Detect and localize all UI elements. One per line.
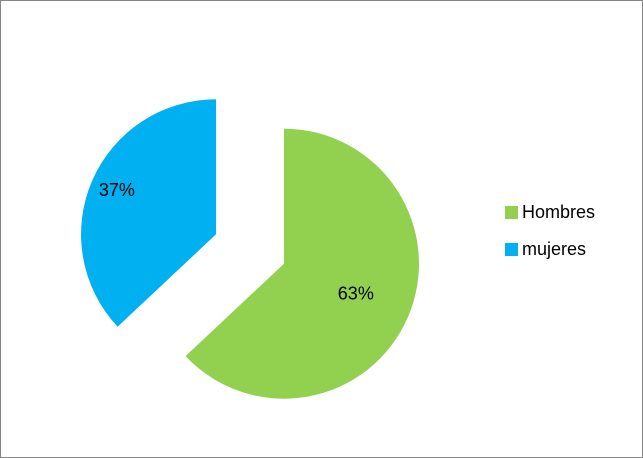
- data-label-hombres: 63%: [338, 284, 374, 304]
- legend-item-mujeres: mujeres: [505, 238, 595, 261]
- legend-item-hombres: Hombres: [505, 201, 595, 224]
- legend-label-mujeres: mujeres: [522, 239, 587, 259]
- pie-slice-hombres: [185, 128, 419, 399]
- data-label-mujeres: 37%: [99, 180, 135, 200]
- pie-slices: [81, 99, 419, 399]
- legend-swatch-hombres: [505, 206, 518, 219]
- legend-label-hombres: Hombres: [522, 202, 596, 222]
- pie-slice-mujeres: [81, 99, 217, 327]
- legend: Hombres mujeres: [505, 201, 595, 275]
- legend-swatch-mujeres: [505, 243, 518, 256]
- pie-data-labels: 63% 37%: [99, 180, 374, 303]
